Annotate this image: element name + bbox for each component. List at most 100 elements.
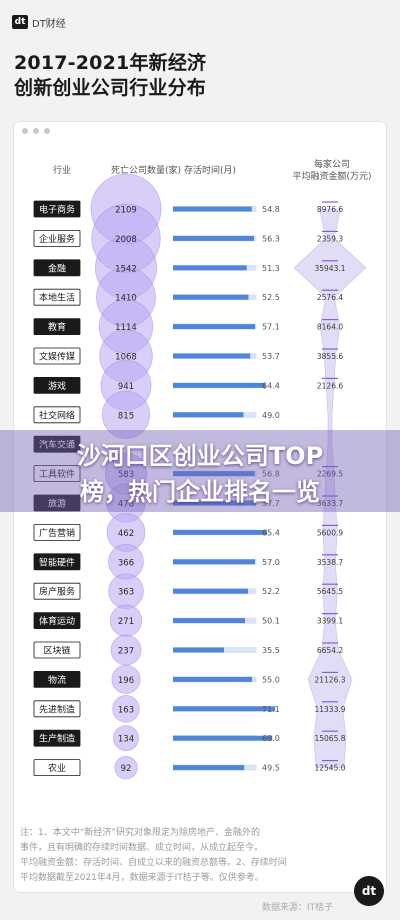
lifespan-bar [173,647,225,653]
funding-label: 15065.8 [314,734,345,743]
industry-label-box [33,759,81,776]
industry-label-box [33,229,81,247]
lifespan-bar [173,529,268,535]
lifespan-bar [173,618,246,624]
lifespan-bar [173,500,256,506]
table-row: 工具软件 583 56.8 2269.5 [33,465,343,483]
title-line-2: 创新创业公司行业分布 [14,77,207,99]
count-label: 2008 [115,235,137,245]
funding-label: 5600.9 [317,528,343,537]
table-row: 广告营销 462 65.4 5600.9 [33,524,343,541]
headline-line-1: 沙河口区创业公司TOP [76,442,324,470]
lifespan-label: 57.0 [262,558,280,567]
table-row: 智能硬件 366 57.0 3538.7 [33,553,343,571]
lifespan-bar [173,206,252,212]
lifespan-label: 57.7 [262,499,280,508]
lifespan-label: 53.7 [262,352,280,361]
headline-line-2: 榜，热门企业排名一览 [80,478,320,506]
funding-label: 2126.6 [317,381,343,390]
lifespan-label: 55.0 [262,675,280,684]
table-row: 电子商务 2109 54.8 8976.6 [33,200,343,218]
table-row: 企业服务 2008 56.3 2359.3 [33,229,343,247]
table-row: 旅游 478 57.7 3633.7 [33,494,343,512]
count-label: 92 [121,764,132,774]
count-label: 2109 [115,206,137,216]
lifespan-bar [173,735,273,741]
funding-label: 35943.1 [314,264,345,273]
industry-label-box [33,376,81,394]
lifespan-bar [173,706,276,712]
funding-label: 2269.5 [317,470,343,479]
lifespan-bar [173,412,244,418]
lifespan-bar [173,324,256,330]
lifespan-label: 49.0 [262,411,280,420]
lifespan-bar [173,765,245,771]
industry-label-box [33,200,81,218]
table-row: 农业 92 49.5 12545.0 [33,759,346,776]
table-row: 体育运动 271 50.1 3399.1 [33,612,343,629]
count-label: 163 [118,705,134,715]
industry-label: 电子商务 [39,204,75,216]
table-row: 汽车交通 [33,435,81,453]
industry-label-box [33,641,81,659]
industry-label-box [33,582,81,600]
lifespan-label: 52.5 [262,293,280,302]
industry-label: 房产服务 [39,586,75,598]
funding-label: 8976.6 [317,205,343,214]
industry-label: 教育 [48,321,66,333]
window-dots [22,128,50,134]
count-label: 462 [118,529,134,539]
industry-label-box [33,494,81,512]
funding-label: 21126.3 [314,675,345,684]
funding-label: 3855.6 [317,352,343,361]
lifespan-label: 71.1 [262,705,280,714]
lifespan-bar [173,382,266,388]
count-label: 366 [118,558,134,568]
lifespan-bar [173,471,255,477]
footnote-line: 事件，且有明确的存续时间数据、成立时间，从成立起至今。 [20,843,264,853]
funding-label: 8164.0 [317,323,343,332]
industry-label-box [33,288,81,306]
lifespan-bar [173,588,249,594]
count-bubble [101,390,151,439]
count-label: 815 [118,411,134,421]
headline-overlay: 沙河口区创业公司TOP 榜，热门企业排名一览 [0,430,400,512]
industry-label: 广告营销 [39,527,75,539]
lifespan-label: 65.4 [262,528,280,537]
footnote-line: 注：1、本文中“新经济”研究对象限定为除房地产、金融外的 [20,828,261,838]
count-label: 1068 [115,353,137,363]
table-row: 房产服务 363 52.2 5645.5 [33,582,343,600]
table-row: 文娱传媒 1068 53.7 3855.6 [33,347,343,365]
count-label: 237 [118,647,134,657]
industry-label: 旅游 [48,498,66,510]
lifespan-label: 52.2 [262,587,280,596]
count-label: 478 [118,500,134,510]
footnote-line: 平均数据截至2021年4月，数据来源于IT桔子等。仅供参考。 [20,873,264,883]
industry-label: 先进制造 [39,703,75,715]
industry-label: 汽车交通 [39,439,75,451]
count-label: 1114 [115,323,137,333]
table-row: 社交网络 815 49.0 [33,406,280,424]
industry-label: 物流 [48,674,66,686]
industry-label: 智能硬件 [39,556,75,568]
funding-label: 5645.5 [317,587,343,596]
lifespan-bar [173,676,253,682]
industry-label: 区块链 [43,645,70,657]
lifespan-label: 56.3 [262,234,280,243]
lifespan-label: 64.4 [262,381,280,390]
count-label: 583 [118,470,134,480]
table-row: 物流 196 55.0 21126.3 [33,671,346,688]
count-label: 196 [118,676,134,686]
industry-label: 文娱传媒 [39,351,75,363]
brand-name: DT财经 [32,18,66,30]
industry-label: 社交网络 [39,409,75,421]
lifespan-label: 54.8 [262,205,280,214]
count-label: 941 [118,382,134,392]
industry-label: 生产制造 [39,733,75,745]
funding-label: 3399.1 [317,617,343,626]
table-row: 金融 1542 51.3 35943.1 [33,259,346,277]
count-label: 1542 [115,264,137,274]
table-row: 游戏 941 64.4 2126.6 [33,376,343,394]
industry-label: 金融 [48,262,66,274]
